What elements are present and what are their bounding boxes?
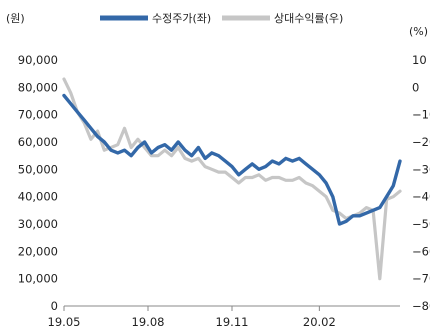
right-tick-label: −20 xyxy=(412,135,430,149)
right-axis-unit: (%) xyxy=(409,25,428,38)
legend: 수정주가(좌) 상대수익률(우) xyxy=(100,12,343,25)
right-tick-label: −80 xyxy=(412,299,430,313)
left-tick-label: 20,000 xyxy=(18,244,58,258)
left-tick-label: 60,000 xyxy=(18,135,58,149)
left-tick-label: 70,000 xyxy=(18,108,58,122)
left-tick-label: 80,000 xyxy=(18,80,58,94)
left-axis-unit: (원) xyxy=(6,12,25,25)
x-tick-label: 19.08 xyxy=(132,315,165,329)
left-tick-label: 40,000 xyxy=(18,190,58,204)
right-tick-label: −30 xyxy=(412,162,430,176)
left-tick-label: 0 xyxy=(51,299,58,313)
left-tick-label: 90,000 xyxy=(18,53,58,67)
legend-label-relative-return: 상대수익률(우) xyxy=(274,12,343,25)
left-tick-label: 10,000 xyxy=(18,272,58,286)
x-tick-label: 19.05 xyxy=(48,315,81,329)
right-tick-label: 0 xyxy=(412,80,419,94)
series-line-stock-price xyxy=(62,93,402,226)
right-tick-label: −10 xyxy=(412,108,430,122)
right-tick-label: −60 xyxy=(412,244,430,258)
series-layer xyxy=(62,77,402,281)
right-tick-label: −40 xyxy=(412,190,430,204)
right-tick-label: −70 xyxy=(412,272,430,286)
left-tick-label: 50,000 xyxy=(18,162,58,176)
x-tick-label: 19.11 xyxy=(216,315,249,329)
left-tick-label: 30,000 xyxy=(18,217,58,231)
right-tick-label: −50 xyxy=(412,217,430,231)
right-axis-ticks: 10 0 −10 −20 −30 −40 −50 −60 −70 −80 xyxy=(412,53,430,313)
right-tick-label: 10 xyxy=(412,53,427,67)
series-line-relative-return xyxy=(62,77,402,281)
legend-label-stock-price: 수정주가(좌) xyxy=(152,12,211,25)
x-axis-ticks: 19.05 19.08 19.11 20.02 xyxy=(48,306,336,329)
left-axis-ticks: 0 10,000 20,000 30,000 40,000 50,000 60,000 70,… xyxy=(18,53,58,313)
x-tick-label: 20.02 xyxy=(303,315,336,329)
